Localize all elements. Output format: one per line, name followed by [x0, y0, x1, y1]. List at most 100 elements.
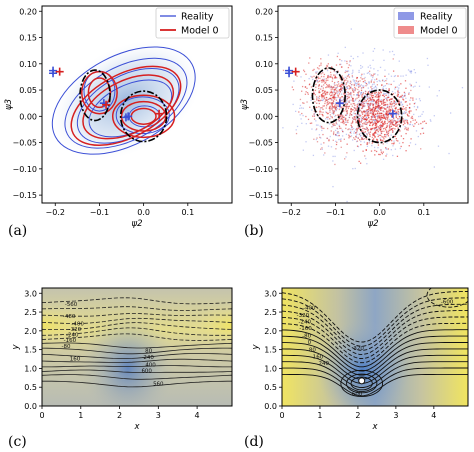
panel-b-scatter-point: [358, 86, 360, 88]
panel-c-contour-line: [42, 353, 232, 360]
panel-b-scatter-point: [355, 80, 358, 82]
panel-b-scatter-point: [350, 108, 352, 110]
panel-b-scatter-point: [377, 96, 380, 98]
panel-b-scatter-point: [315, 138, 318, 141]
panel-b-scatter-point: [352, 89, 354, 91]
panel-b-scatter-point: [348, 73, 350, 76]
panel-b-axes: −0.2 −0.1 0.0 0.1−0.15−0.10−0.050.000.050.1…: [240, 7, 430, 229]
panel-b-scatter-point: [354, 113, 356, 115]
panel-a-ytick-label: −0.15: [12, 191, 37, 200]
panel-b-scatter-point: [372, 112, 374, 115]
panel-b-scatter-point: [369, 131, 372, 133]
panel-b-scatter-point: [364, 120, 367, 123]
panel-b-scatter-point: [400, 135, 403, 137]
panel-b-scatter-point: [336, 84, 338, 86]
panel-b-scatter-point: [357, 83, 359, 86]
panel-b-scatter-point: [322, 114, 324, 116]
panel-c-axes: 0 1 2 3 40.00.51.01.52.02.53.0xy: [11, 289, 200, 432]
panel-b-scatter-point: [346, 85, 348, 88]
panel-b-scatter-point: [351, 127, 353, 129]
panel-b-scatter-point: [361, 87, 363, 89]
panel-b-scatter-point: [334, 89, 336, 91]
panel-b-scatter-point: [389, 111, 391, 113]
panel-b-scatter-point: [395, 101, 397, 103]
panel-b-scatter-point: [331, 80, 333, 82]
panel-b-scatter-point: [436, 95, 438, 97]
panel-c-xtick-label: 0: [39, 411, 44, 420]
panel-b-scatter-point: [373, 47, 376, 50]
panel-b-scatter-point: [318, 90, 320, 92]
panel-b-scatter-point: [328, 102, 330, 104]
panel-b-scatter-point: [372, 103, 374, 105]
panel-b-scatter-point: [318, 87, 320, 90]
panel-b-scatter-point: [349, 114, 351, 116]
panel-b-scatter-point: [318, 84, 320, 87]
panel-b-scatter-point: [340, 140, 342, 142]
panel-b-legend-reality-swatch: [398, 12, 414, 20]
panel-b-scatter-point: [360, 140, 362, 143]
panel-b-scatter-point: [365, 96, 368, 98]
panel-b-scatter-point: [408, 111, 410, 113]
panel-b-scatter-point: [411, 115, 413, 118]
panel-b-scatter-point: [387, 114, 389, 116]
panel-b-scatter-point: [341, 115, 343, 118]
panel-b-scatter-point: [430, 120, 432, 122]
panel-b-scatter-point: [365, 121, 367, 123]
panel-b-scatter-point: [334, 76, 337, 78]
panel-b-scatter-point: [354, 107, 356, 109]
panel-b-scatter-point: [333, 98, 335, 100]
panel-b-scatter-point: [345, 108, 347, 110]
panel-b-scatter-point: [323, 84, 325, 86]
panel-b-scatter-point: [332, 185, 334, 188]
panel-b-scatter-point: [316, 106, 318, 109]
panel-b-scatter-point: [412, 119, 414, 121]
panel-b-scatter-point: [377, 135, 379, 138]
panel-b-scatter-point: [333, 81, 336, 84]
panel-b-scatter-point: [351, 76, 354, 78]
panel-b-scatter-point: [366, 163, 368, 165]
panel-b-scatter-point: [315, 77, 317, 79]
panel-b-scatter-point: [370, 128, 373, 131]
panel-a-markers: [49, 66, 164, 122]
panel-b-scatter-point: [332, 100, 335, 103]
panel-b-scatter-point: [401, 104, 403, 106]
panel-b-scatter-point: [336, 85, 339, 87]
panel-b-scatter-point: [363, 118, 365, 121]
panel-b-scatter-point: [353, 80, 355, 83]
panel-b-scatter-point: [347, 119, 349, 121]
panel-b-scatter-point: [358, 118, 360, 120]
panel-b-scatter-point: [389, 129, 391, 131]
panel-b-scatter-point: [356, 131, 358, 133]
panel-b-scatter-point: [335, 99, 338, 101]
panel-b-scatter-point: [386, 114, 389, 116]
panel-b-scatter-point: [354, 167, 356, 170]
panel-b-legend-reality-label: Reality: [420, 12, 453, 23]
panel-b-scatter-point: [319, 77, 321, 79]
panel-b-scatter-point: [333, 86, 335, 88]
panel-b-scatter-point: [363, 128, 366, 130]
panel-b-scatter-point: [320, 137, 322, 139]
panel-b-scatter-point: [331, 108, 333, 111]
panel-b-scatter-point: [399, 120, 401, 122]
panel-b-scatter-point: [346, 103, 349, 105]
panel-b-scatter-point: [364, 76, 366, 79]
panel-b-scatter-point: [365, 109, 368, 111]
panel-b-scatter-point: [326, 64, 328, 67]
panel-b-scatter-point: [328, 98, 330, 100]
panel-a-frame: [41, 5, 233, 204]
panel-b-scatter-point: [402, 137, 405, 140]
panel-b-scatter-point: [394, 88, 396, 90]
panel-b-scatter-point: [341, 106, 343, 108]
panel-b-scatter-point: [382, 125, 384, 127]
panel-b-scatter-point: [408, 92, 410, 94]
panel-b-scatter-point: [406, 119, 408, 121]
panel-b-scatter-point: [335, 96, 338, 99]
panel-b-scatter-point: [380, 101, 383, 103]
panel-b-scatter-point: [345, 124, 347, 126]
panel-b-scatter-point: [348, 100, 350, 102]
panel-b-scatter-point: [364, 81, 366, 83]
panel-b-scatter-point: [381, 130, 383, 132]
panel-b-scatter-point: [362, 101, 364, 103]
panel-b-scatter-point: [332, 160, 334, 162]
panel-b-scatter-point: [324, 102, 326, 105]
